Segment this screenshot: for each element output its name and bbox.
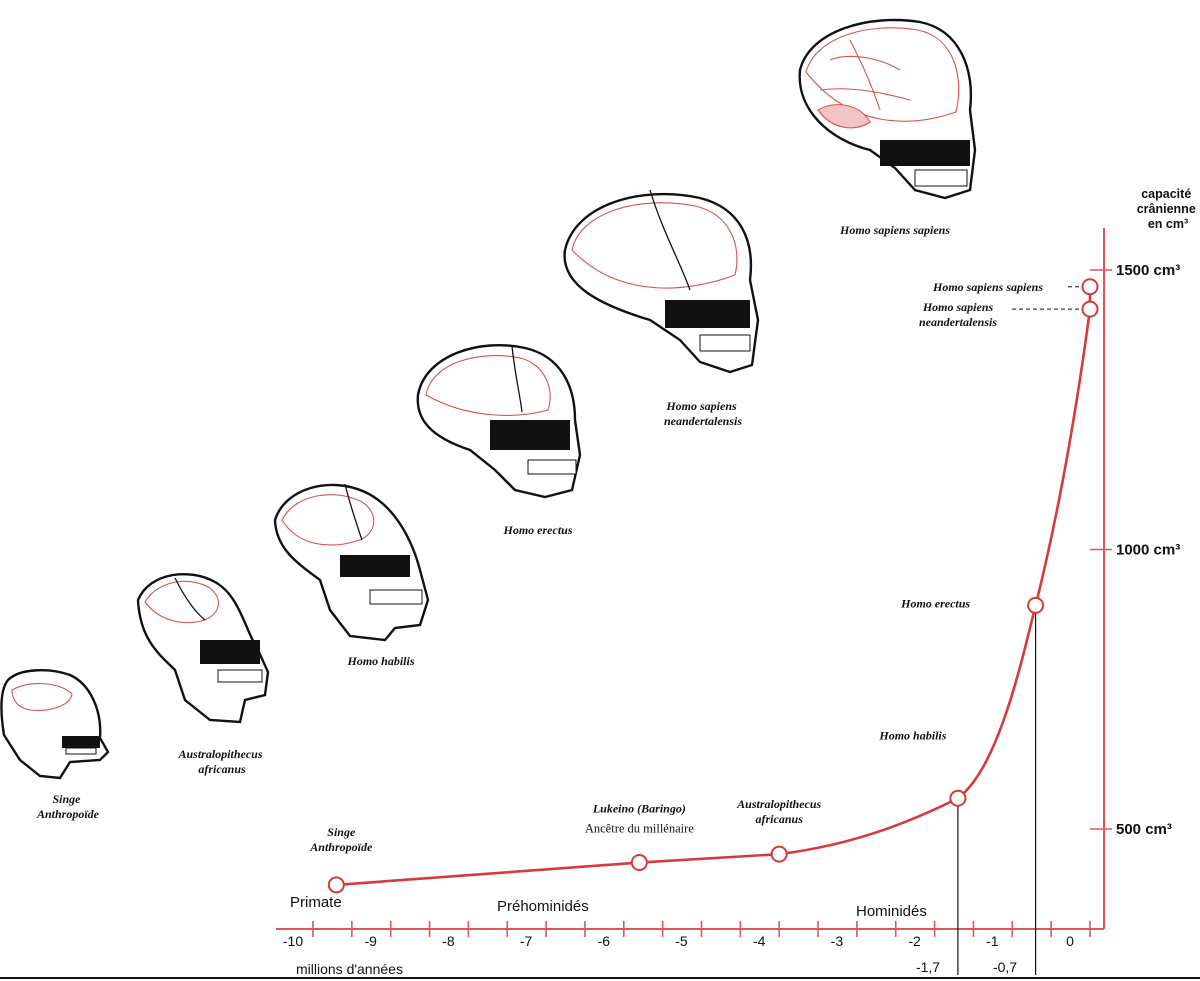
data-point — [1027, 596, 1045, 614]
x-extra-label-1-7: -1,7 — [916, 959, 940, 975]
x-tick-label: -7 — [520, 933, 533, 949]
point-label-australopithecus-line: africanus — [756, 812, 804, 826]
skull-caption-neandertalensis: Homo sapiens neandertalensis — [664, 399, 742, 428]
y-tick-label: 1000 cm³ — [1116, 542, 1180, 559]
point-label-neandertalensis-line: neandertalensis — [919, 315, 997, 329]
skull-caption-singe: Singe Anthropoïde — [36, 792, 100, 821]
skull-singe-anthropoide — [0, 669, 110, 780]
point-label-erectus-line: Homo erectus — [900, 596, 970, 610]
x-tick-label: -6 — [598, 933, 611, 949]
skull-homo-habilis — [273, 483, 430, 642]
x-tick-label: -3 — [831, 933, 844, 949]
point-label-sapiens-sapiens-line: Homo sapiens sapiens — [932, 280, 1043, 294]
skull-caption-australopithecus: Australopithecus africanus — [177, 747, 265, 776]
point-sublabel-lukeino: Ancêtre du millénaire — [585, 822, 694, 836]
period-primate: Primate — [290, 894, 342, 911]
x-tick-label: -4 — [753, 933, 766, 949]
skull-homo-sapiens-sapiens — [798, 18, 977, 200]
y-tick-label: 1500 cm³ — [1116, 262, 1180, 279]
point-label-habilis-line: Homo habilis — [878, 728, 946, 742]
data-point — [770, 845, 788, 863]
x-tick-label: -8 — [442, 933, 455, 949]
data-point — [327, 876, 345, 894]
point-label-neandertalensis: Homo sapiens neandertalensis — [919, 300, 997, 329]
series-line — [336, 286, 1092, 887]
point-label-habilis: Homo habilis — [878, 728, 946, 742]
point-label-singe-line: Singe — [327, 825, 356, 839]
chart-axes — [276, 228, 1105, 930]
x-tick-label: -10 — [283, 933, 303, 949]
point-label-neandertalensis-line: Homo sapiens — [922, 300, 994, 314]
point-label-sapiens-sapiens: Homo sapiens sapiens — [932, 280, 1043, 294]
point-label-singe: Singe Anthropoïde — [309, 825, 373, 854]
point-label-australopithecus: Australopithecus africanus — [736, 797, 821, 826]
skull-australopithecus — [136, 573, 270, 724]
skull-caption-habilis: Homo habilis — [346, 654, 414, 668]
y-tick-label: 500 cm³ — [1116, 821, 1172, 838]
point-label-lukeino: Lukeino (Baringo) — [592, 802, 686, 816]
point-label-australopithecus-line: Australopithecus — [736, 797, 821, 811]
x-tick-label: -1 — [986, 933, 999, 949]
x-tick-label: -5 — [675, 933, 688, 949]
x-tick-label: -2 — [908, 933, 921, 949]
data-point — [1081, 278, 1099, 296]
data-point — [630, 854, 648, 872]
period-prehominides: Préhominidés — [497, 898, 589, 915]
x-axis-title: millions d'années — [296, 961, 403, 977]
chart-curve-layer — [336, 286, 1092, 975]
skull-caption-erectus: Homo erectus — [503, 523, 573, 537]
x-extra-label-0-7: -0,7 — [993, 959, 1017, 975]
data-point — [1081, 300, 1099, 318]
period-hominides: Hominidés — [856, 903, 927, 920]
y-axis-title: capacité crânienne en cm³ — [1137, 187, 1200, 231]
point-label-lukeino-line: Lukeino (Baringo) — [592, 802, 686, 816]
x-tick-label: -9 — [364, 933, 377, 949]
skull-homo-sapiens-neandertalensis — [563, 189, 760, 374]
chart-labels-layer: Singe Anthropoïde Lukeino (Baringo) Ancêtre… — [309, 280, 1080, 854]
data-point — [949, 789, 967, 807]
x-tick-label: 0 — [1066, 933, 1074, 949]
point-label-singe-line: Anthropoïde — [309, 840, 373, 854]
skull-caption-sapiens-sapiens: Homo sapiens sapiens — [839, 223, 950, 237]
skull-homo-erectus — [416, 344, 582, 499]
chart-points-layer — [327, 278, 1099, 894]
point-label-erectus: Homo erectus — [900, 596, 970, 610]
